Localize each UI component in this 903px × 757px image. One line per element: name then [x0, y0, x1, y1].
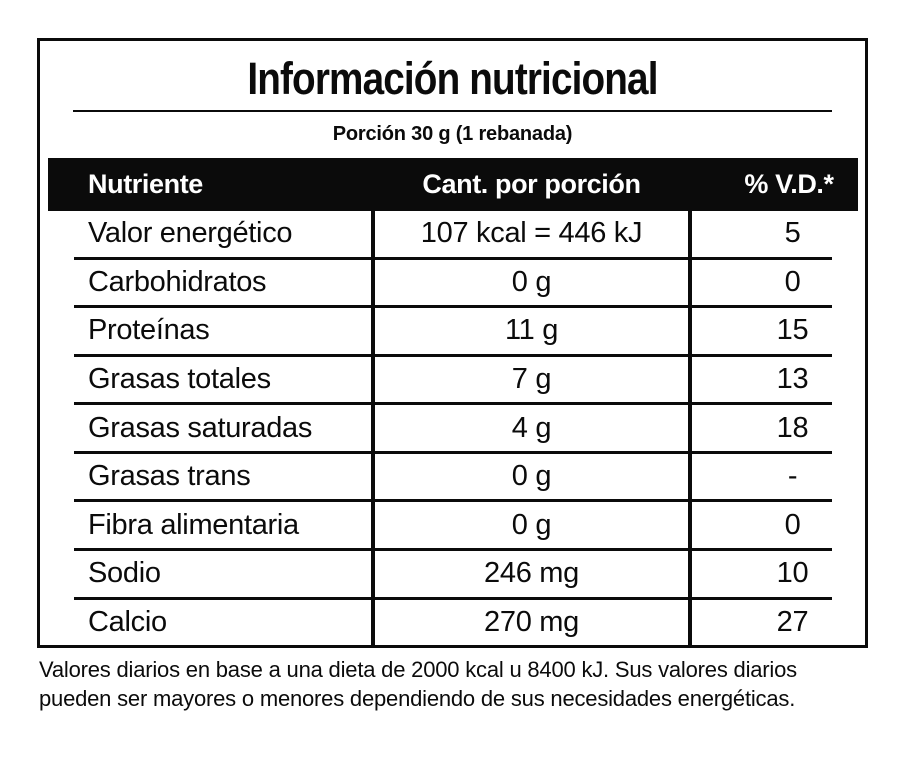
- nutrient-name: Grasas totales: [88, 362, 271, 395]
- footnote-line-2: pueden ser mayores o menores dependiendo…: [39, 685, 796, 711]
- nutrient-name: Proteínas: [88, 314, 210, 347]
- row-separator: [74, 256, 832, 260]
- amount-value: 0 g: [511, 265, 552, 298]
- amount-value: 246 mg: [484, 557, 579, 590]
- row-separator: [74, 305, 832, 309]
- nutrient-name: Valor energético: [88, 217, 293, 250]
- row-separator: [74, 353, 832, 357]
- daily-value: 10: [776, 557, 809, 590]
- nutrition-table-body: Valor energético 107 kcal = 446 kJ 5 Car…: [40, 211, 865, 645]
- amount-value: 11 g: [504, 314, 559, 347]
- daily-values-footnote: Valores diarios en base a una dieta de 2…: [39, 656, 873, 713]
- header-daily-value: % V.D.*: [744, 169, 834, 199]
- table-row: Valor energético 107 kcal = 446 kJ 5: [40, 211, 865, 257]
- column-divider-2: [688, 211, 692, 645]
- row-separator: [74, 499, 832, 503]
- column-divider-1: [371, 211, 375, 645]
- daily-value: 0: [784, 508, 801, 541]
- row-separator: [74, 450, 832, 454]
- amount-value: 7 g: [511, 362, 552, 395]
- daily-value: 18: [776, 411, 809, 444]
- table-row: Grasas totales 7 g 13: [40, 357, 865, 403]
- amount-value: 270 mg: [484, 605, 579, 638]
- nutrient-name: Fibra alimentaria: [88, 508, 299, 541]
- daily-value: 0: [784, 265, 801, 298]
- table-row: Carbohidratos 0 g 0: [40, 260, 865, 306]
- table-row: Sodio 246 mg 10: [40, 551, 865, 597]
- nutrient-name: Sodio: [88, 557, 161, 590]
- table-row: Grasas saturadas 4 g 18: [40, 405, 865, 451]
- table-row: Fibra alimentaria 0 g 0: [40, 502, 865, 548]
- table-row: Grasas trans 0 g -: [40, 454, 865, 500]
- amount-value: 4 g: [511, 411, 552, 444]
- serving-size-text: Porción 30 g (1 rebanada): [332, 123, 573, 145]
- header-amount-per-serving: Cant. por porción: [422, 169, 641, 199]
- nutrient-name: Grasas saturadas: [88, 411, 313, 444]
- daily-value: 13: [776, 362, 809, 395]
- row-separator: [74, 402, 832, 406]
- title-divider-line: [73, 110, 832, 112]
- row-separator: [74, 596, 832, 600]
- label-title: Información nutricional: [247, 53, 658, 104]
- daily-value: 15: [776, 314, 809, 347]
- nutrition-label-box: Información nutricional Porción 30 g (1 …: [37, 38, 868, 648]
- daily-value: 27: [776, 605, 809, 638]
- daily-value: 5: [784, 217, 801, 250]
- table-row: Proteínas 11 g 15: [40, 308, 865, 354]
- amount-value: 0 g: [511, 508, 552, 541]
- amount-value: 0 g: [511, 460, 552, 493]
- nutrient-name: Carbohidratos: [88, 265, 267, 298]
- table-header-row: Nutriente Cant. por porción % V.D.*: [48, 158, 858, 211]
- row-separator: [74, 547, 832, 551]
- amount-value: 107 kcal = 446 kJ: [420, 217, 643, 250]
- header-nutrient: Nutriente: [88, 169, 203, 199]
- nutrient-name: Grasas trans: [88, 460, 251, 493]
- footnote-line-1: Valores diarios en base a una dieta de 2…: [39, 657, 797, 682]
- table-row: Calcio 270 mg 27: [40, 600, 865, 646]
- daily-value: -: [787, 460, 798, 493]
- nutrient-name: Calcio: [88, 605, 167, 638]
